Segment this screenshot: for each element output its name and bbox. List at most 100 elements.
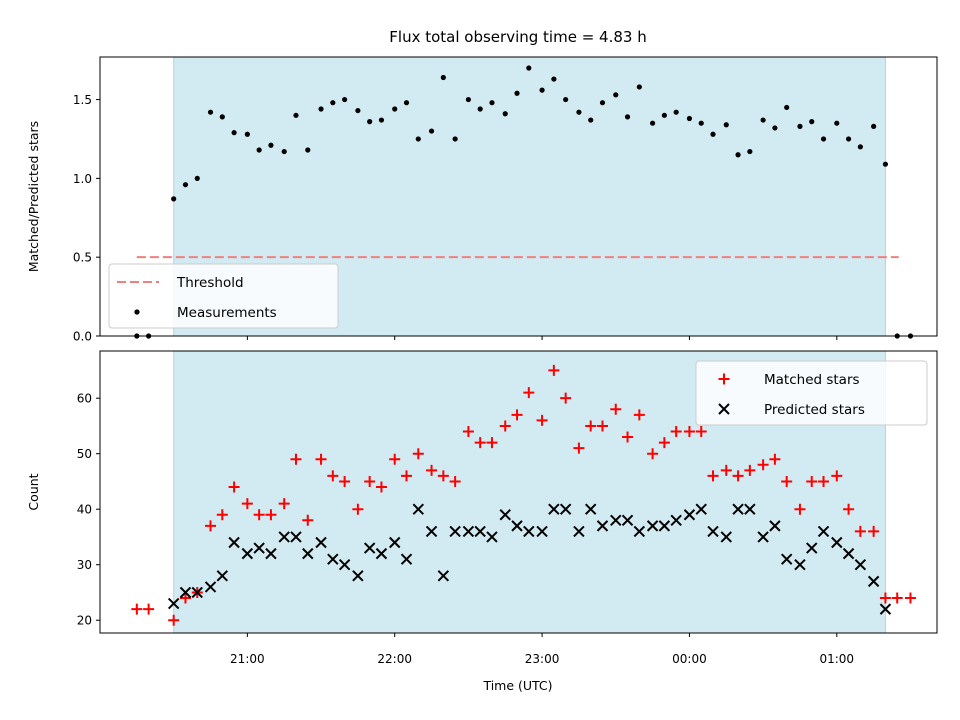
- data-point: [867, 575, 880, 588]
- data-point: [781, 475, 793, 487]
- data-point: [560, 392, 572, 404]
- data-point: [891, 592, 903, 604]
- ratio-x-ticks: [246, 336, 838, 340]
- count-x-ticks: 21:00 22:00 23:00 00:00 01:00: [230, 633, 854, 666]
- data-point: [710, 131, 716, 137]
- data-point: [857, 144, 863, 150]
- data-point: [695, 425, 707, 437]
- data-point: [425, 525, 438, 538]
- data-point: [723, 122, 729, 128]
- data-point: [179, 586, 192, 599]
- y-tick-label: 60: [77, 392, 92, 406]
- data-point: [339, 475, 351, 487]
- data-point: [330, 100, 336, 106]
- data-point: [661, 112, 667, 118]
- data-point: [707, 525, 719, 538]
- data-point: [207, 109, 214, 115]
- ratio-y-axis-label: Matched/Predicted stars: [26, 121, 41, 272]
- data-point: [486, 437, 498, 449]
- data-point: [784, 104, 790, 111]
- data-point: [854, 525, 866, 537]
- data-point: [191, 586, 203, 599]
- data-point: [523, 387, 535, 399]
- count-panel: 20 30 40 50 60 21:00 22:00 23:00 00:00 01:00 Cou…: [26, 350, 938, 666]
- data-point: [412, 503, 425, 515]
- legend-label: Matched stars: [764, 372, 860, 388]
- data-point: [182, 182, 189, 188]
- data-point: [302, 514, 314, 526]
- data-point: [613, 92, 619, 98]
- data-point: [536, 414, 548, 426]
- data-point: [342, 96, 348, 103]
- count-y-axis-label: Count: [26, 473, 41, 510]
- data-point: [412, 448, 424, 460]
- data-point: [817, 525, 830, 538]
- data-point: [720, 531, 732, 543]
- data-point: [268, 142, 274, 148]
- data-point: [219, 114, 225, 120]
- data-point: [735, 152, 741, 158]
- data-point: [378, 117, 385, 123]
- data-point: [415, 136, 421, 142]
- data-point: [143, 603, 155, 615]
- data-point: [576, 109, 582, 115]
- data-point: [241, 498, 253, 510]
- data-point: [670, 425, 682, 437]
- y-tick-label: 50: [77, 447, 92, 461]
- data-point: [882, 161, 889, 167]
- data-point: [290, 531, 302, 543]
- data-point: [732, 470, 744, 482]
- data-point: [610, 403, 622, 415]
- data-point: [486, 531, 498, 543]
- data-point: [596, 420, 608, 432]
- data-point: [265, 547, 277, 560]
- data-point: [511, 409, 523, 421]
- data-point: [831, 536, 843, 549]
- data-point: [228, 536, 240, 549]
- data-point: [403, 100, 410, 106]
- data-point: [757, 459, 769, 471]
- data-point: [216, 570, 229, 582]
- data-point: [278, 498, 290, 510]
- data-point: [794, 559, 806, 571]
- data-point: [794, 503, 806, 515]
- data-point: [244, 131, 250, 137]
- data-point: [585, 420, 597, 432]
- data-point: [868, 525, 880, 537]
- data-point: [400, 553, 413, 565]
- legend-label: Measurements: [177, 305, 277, 321]
- data-point: [599, 100, 606, 106]
- data-point: [389, 536, 401, 549]
- data-point: [757, 531, 769, 543]
- legend-box: [695, 360, 928, 426]
- data-point: [449, 525, 461, 538]
- data-point: [499, 509, 511, 521]
- data-point: [539, 87, 545, 93]
- data-point: [338, 559, 351, 571]
- data-point: [477, 106, 483, 112]
- data-point: [375, 547, 388, 560]
- data-point: [596, 520, 609, 532]
- y-tick-label: 0.0: [73, 330, 92, 344]
- data-point: [806, 475, 818, 487]
- data-point: [820, 136, 827, 142]
- data-point: [389, 453, 401, 465]
- legend-marker-swatch: [718, 373, 730, 385]
- data-point: [658, 437, 670, 449]
- data-point: [315, 536, 327, 549]
- data-point: [646, 520, 659, 532]
- data-point: [871, 123, 877, 129]
- data-point: [179, 592, 191, 604]
- predicted-stars-series: [167, 503, 892, 615]
- data-point: [231, 130, 237, 136]
- data-point: [686, 115, 693, 122]
- data-point: [698, 120, 704, 126]
- data-point: [363, 542, 376, 554]
- data-point: [636, 84, 642, 90]
- data-point: [514, 90, 520, 96]
- data-point: [440, 74, 446, 81]
- data-point: [428, 128, 435, 134]
- data-point: [904, 592, 916, 604]
- data-point: [437, 570, 450, 582]
